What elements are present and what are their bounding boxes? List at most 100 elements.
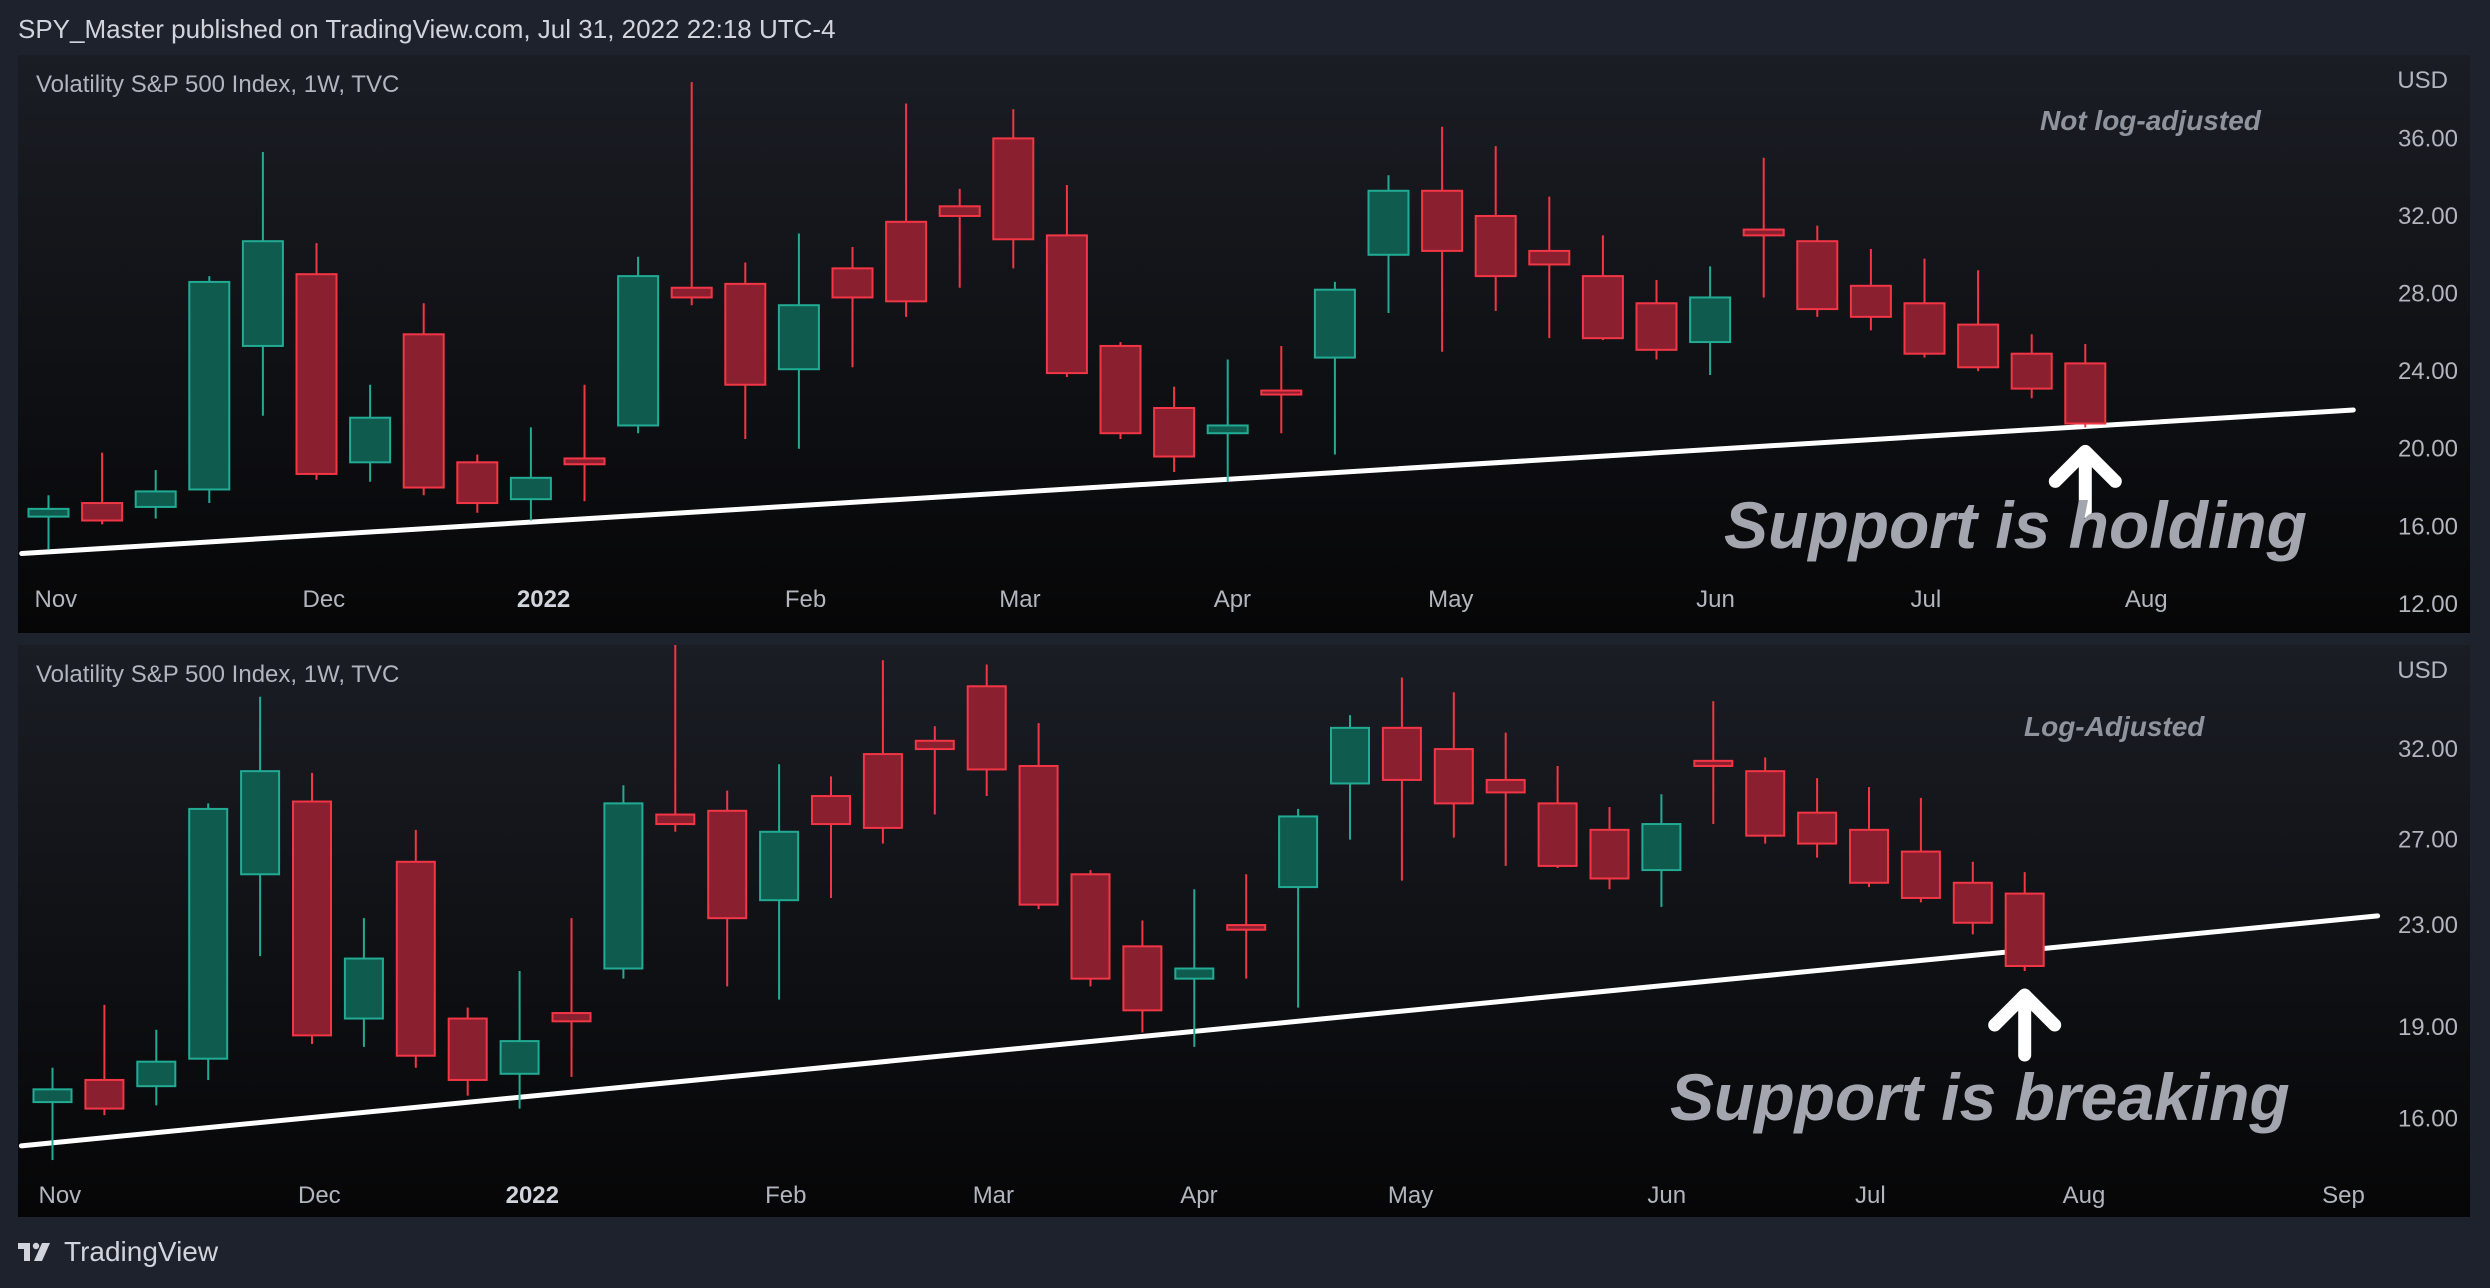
candle-body: [707, 809, 748, 920]
candle-body: [1635, 302, 1678, 351]
candle: [1206, 359, 1249, 482]
candle: [1796, 225, 1839, 317]
candle-body: [1381, 726, 1422, 781]
candle-body: [885, 220, 928, 303]
candle: [1278, 808, 1319, 1008]
candle-body: [992, 137, 1035, 241]
candle-body: [295, 273, 338, 475]
candle-body: [551, 1012, 592, 1023]
candle-body: [1367, 189, 1410, 256]
candle-body: [1099, 344, 1142, 435]
candle-body: [2064, 362, 2107, 425]
chart-canvas-log[interactable]: 32.00 27.00 23.00 19.00 16.00 Nov Dec 2022 Feb Ma…: [18, 645, 2470, 1217]
candle-body: [1226, 924, 1267, 931]
candle: [777, 233, 820, 449]
x-tick-label: Feb: [765, 1182, 806, 1209]
candle-body: [1589, 828, 1630, 880]
candle-body: [499, 1040, 540, 1075]
x-tick-label: May: [1388, 1182, 1433, 1209]
candle-body: [32, 1088, 73, 1104]
candle-body: [1528, 249, 1571, 266]
candle: [862, 660, 903, 844]
candle: [2064, 344, 2107, 428]
candle: [670, 82, 713, 306]
candle-body: [1260, 389, 1303, 396]
candle: [134, 470, 177, 519]
candle-body: [1174, 967, 1215, 980]
candle: [914, 726, 955, 815]
candle: [1537, 765, 1578, 868]
candle-body: [188, 807, 229, 1060]
candle: [707, 790, 748, 987]
candle-body: [966, 685, 1007, 771]
publisher-line: SPY_Master published on TradingView.com,…: [18, 14, 836, 44]
scale-note: Log-Adjusted: [2024, 711, 2205, 742]
x-tick-label: Aug: [2063, 1182, 2106, 1209]
candle-body: [1122, 945, 1163, 1012]
y-tick-label: 36.00: [2398, 125, 2458, 152]
candle-body: [292, 800, 332, 1037]
candle: [395, 829, 436, 1068]
candle-body: [1900, 850, 1941, 899]
candle: [188, 276, 231, 504]
candle: [966, 664, 1007, 797]
candle: [1635, 279, 1678, 360]
candle: [349, 384, 392, 482]
candle: [32, 1067, 73, 1161]
chart-panel-linear[interactable]: 36.00 32.00 28.00 24.00 20.00 16.00 12.00 Nov De…: [18, 55, 2470, 633]
x-tick-label: Jun: [1647, 1182, 1686, 1209]
candle: [563, 384, 606, 502]
candle: [1581, 235, 1624, 341]
candle: [938, 188, 981, 288]
footer-brand[interactable]: TradingView: [18, 1236, 218, 1268]
candle: [759, 764, 800, 1000]
candle-body: [240, 770, 281, 876]
candle: [1528, 196, 1571, 339]
candle-body: [603, 802, 644, 970]
candle-body: [724, 282, 767, 386]
candle-body: [777, 304, 820, 371]
candle: [241, 151, 284, 416]
candle-body: [27, 507, 70, 518]
candle: [499, 971, 540, 1109]
x-tick-label: Apr: [1180, 1182, 1217, 1209]
candle: [1260, 345, 1303, 434]
candle-body: [395, 860, 436, 1057]
y-tick-label: 27.00: [2398, 827, 2458, 854]
candle: [1900, 797, 1941, 903]
candle: [447, 1007, 488, 1096]
candle-body: [914, 739, 955, 751]
candle: [1952, 861, 1993, 935]
candle: [402, 303, 445, 496]
candle-body: [1903, 302, 1946, 355]
candle-body: [241, 240, 284, 347]
candle: [1421, 126, 1464, 352]
x-tick-label: Aug: [2125, 586, 2168, 613]
chart-panel-log[interactable]: 32.00 27.00 23.00 19.00 16.00 Nov Dec 2022 Feb Ma…: [18, 645, 2470, 1217]
candle-body: [402, 333, 445, 489]
x-tick-label: Sep: [2322, 1182, 2365, 1209]
candle: [1693, 701, 1734, 825]
candle: [1367, 175, 1410, 313]
y-tick-label: 28.00: [2398, 281, 2458, 308]
x-tick-label: 2022: [517, 586, 570, 613]
candle-body: [1581, 275, 1624, 340]
candle-body: [1206, 424, 1249, 435]
candle-body: [831, 267, 874, 299]
candle-body: [563, 457, 606, 466]
candle: [2010, 334, 2053, 399]
candle: [1433, 692, 1474, 838]
y-tick-label: 20.00: [2398, 436, 2458, 463]
chart-canvas-linear[interactable]: 36.00 32.00 28.00 24.00 20.00 16.00 12.00 Nov De…: [18, 55, 2470, 633]
candle-body: [1485, 778, 1526, 794]
candle-body: [1849, 284, 1892, 318]
candle-body: [1957, 323, 2000, 369]
candle: [724, 262, 767, 440]
candle-body: [456, 461, 499, 505]
candle: [136, 1029, 177, 1106]
candle-body: [1018, 764, 1059, 906]
candle-body: [81, 502, 124, 522]
candle-body: [1153, 407, 1196, 458]
candle: [188, 803, 229, 1080]
x-tick-label: Jul: [1911, 586, 1942, 613]
